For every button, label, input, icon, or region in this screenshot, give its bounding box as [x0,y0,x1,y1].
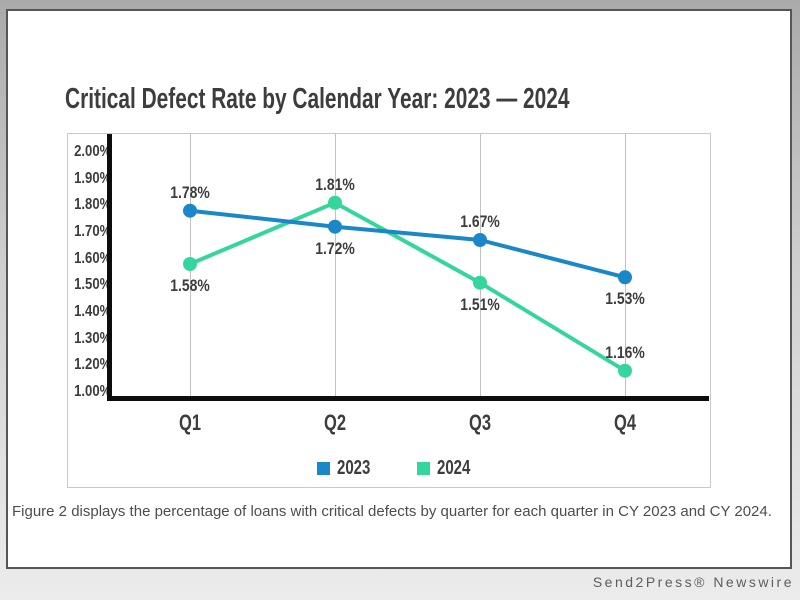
legend-label-2023: 2023 [336,457,370,479]
series-point-2024-Q4 [618,363,632,378]
figure-caption: Figure 2 displays the percentage of loan… [12,503,772,520]
point-value-label: 1.67% [460,212,500,231]
point-value-label: 1.78% [170,182,210,202]
point-value-label: 1.16% [605,342,645,362]
x-axis-category-label: Q1 [178,410,202,435]
series-point-2023-Q3 [473,233,487,247]
legend-item-2024: 2024 [417,458,482,478]
x-axis-category-label: Q2 [323,410,347,435]
point-value-label: 1.81% [315,174,355,194]
gridline [334,134,336,396]
point-value-label: 1.72% [315,238,355,258]
legend: 2023 2024 [8,458,790,478]
plot-area: 2.00% 1.90% 1.80% 1.70% 1.60% 1.50% 1.40% 1.30%… [67,133,711,488]
series-point-2024-Q1 [183,257,197,271]
x-axis-category-label: Q4 [613,410,637,435]
legend-swatch-2023 [316,461,330,475]
series-point-2023-Q1 [183,203,197,218]
newswire-credit: Send2Press® Newswire [592,574,794,590]
legend-swatch-2024 [417,461,430,475]
y-axis-line [107,134,112,401]
legend-item-2023: 2023 [316,457,382,479]
series-point-2024-Q2 [328,195,342,210]
series-line-2023 [188,208,627,280]
gridline [479,134,481,396]
point-value-label: 1.51% [460,294,500,314]
series-point-2023-Q4 [618,270,632,285]
point-value-label: 1.53% [605,289,645,309]
series-line-2024 [188,200,627,373]
x-axis-category-label: Q3 [468,410,492,435]
series-point-2024-Q3 [473,275,487,290]
chart-title-text: Critical Defect Rate by Calendar Year: 2… [65,83,570,115]
gridline [624,134,626,396]
series-point-2023-Q2 [328,219,342,234]
series-lines-canvas [183,195,632,378]
chart-title: Critical Defect Rate by Calendar Year: 2… [65,85,766,114]
chart-card: Critical Defect Rate by Calendar Year: 2… [6,9,792,569]
point-value-label: 1.58% [170,276,210,295]
legend-label-2024: 2024 [437,457,471,479]
x-axis-line [107,396,709,401]
